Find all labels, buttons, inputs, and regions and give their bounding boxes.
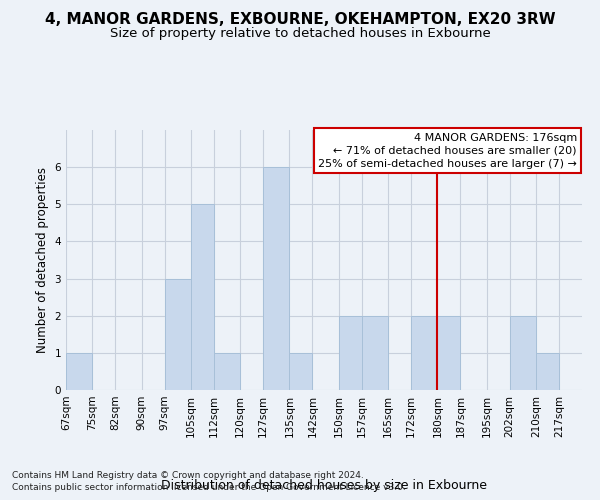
Bar: [214, 353, 240, 390]
Bar: [66, 353, 92, 390]
Bar: [289, 353, 313, 390]
Text: 4 MANOR GARDENS: 176sqm
← 71% of detached houses are smaller (20)
25% of semi-de: 4 MANOR GARDENS: 176sqm ← 71% of detache…: [318, 132, 577, 169]
Bar: [164, 278, 191, 390]
Bar: [191, 204, 214, 390]
Bar: [437, 316, 460, 390]
Text: 4, MANOR GARDENS, EXBOURNE, OKEHAMPTON, EX20 3RW: 4, MANOR GARDENS, EXBOURNE, OKEHAMPTON, …: [44, 12, 556, 28]
X-axis label: Distribution of detached houses by size in Exbourne: Distribution of detached houses by size …: [161, 478, 487, 492]
Bar: [509, 316, 536, 390]
Bar: [536, 353, 559, 390]
Bar: [263, 167, 289, 390]
Bar: [362, 316, 388, 390]
Bar: [339, 316, 362, 390]
Text: Contains public sector information licensed under the Open Government Licence v3: Contains public sector information licen…: [12, 484, 406, 492]
Text: Size of property relative to detached houses in Exbourne: Size of property relative to detached ho…: [110, 28, 490, 40]
Y-axis label: Number of detached properties: Number of detached properties: [36, 167, 49, 353]
Bar: [411, 316, 437, 390]
Text: Contains HM Land Registry data © Crown copyright and database right 2024.: Contains HM Land Registry data © Crown c…: [12, 471, 364, 480]
